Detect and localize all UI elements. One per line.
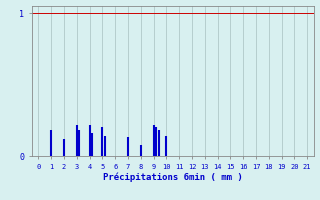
- X-axis label: Précipitations 6min ( mm ): Précipitations 6min ( mm ): [103, 172, 243, 182]
